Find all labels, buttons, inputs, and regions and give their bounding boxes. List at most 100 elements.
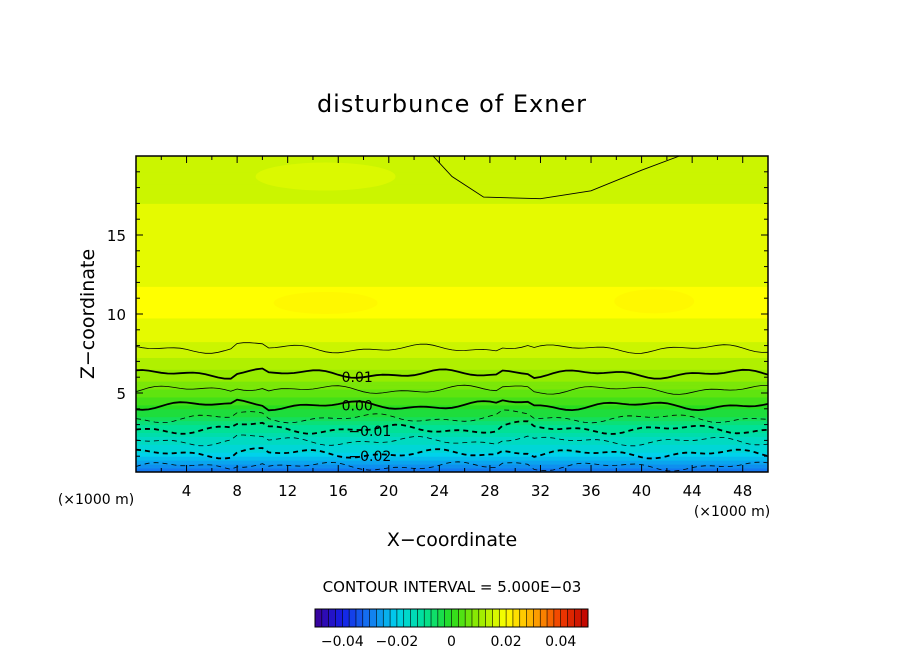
field-maximum: [273, 291, 378, 314]
field-band: [136, 404, 768, 410]
colorbar-frame: [314, 608, 589, 628]
colorbar-cell: [349, 609, 357, 627]
field-band: [136, 400, 768, 406]
colorbar-cell: [574, 609, 582, 627]
x-tick-label: 20: [379, 482, 398, 500]
colorbar-cell: [328, 609, 336, 627]
field-band: [136, 435, 768, 441]
colorbar-cell: [451, 609, 459, 627]
contour-line: [136, 384, 768, 395]
field-band: [136, 368, 768, 374]
field-band: [136, 163, 768, 169]
field-band: [136, 432, 768, 437]
contour-line: [432, 156, 680, 200]
contour-interval-text: CONTOUR INTERVAL = 5.000E−03: [323, 578, 582, 596]
field-band: [136, 412, 768, 418]
field-band: [136, 262, 768, 268]
field-band: [136, 281, 768, 287]
field-band: [136, 372, 768, 378]
contour-label: −0.02: [348, 449, 391, 465]
field-band: [136, 210, 768, 216]
field-band: [136, 416, 768, 422]
contour-line: [136, 342, 768, 354]
field-band: [136, 214, 768, 220]
contour-lines: [136, 156, 768, 472]
field-band: [136, 167, 768, 173]
colorbar-cell: [519, 609, 527, 627]
field-band: [136, 222, 768, 228]
field-band: [136, 254, 768, 260]
colorbar-cell: [403, 609, 411, 627]
field-band: [136, 463, 768, 469]
colorbar-cell: [492, 609, 500, 627]
field-band: [136, 195, 768, 200]
field-band: [136, 420, 768, 426]
colorbar-cell: [458, 609, 466, 627]
colorbar-cell: [499, 609, 507, 627]
colorbar-cell: [512, 609, 521, 627]
field-band: [136, 198, 768, 204]
colorbar-cell: [437, 609, 445, 627]
field-band: [136, 424, 768, 430]
contour-line: [136, 367, 768, 380]
x-tick-label: 28: [480, 482, 499, 500]
x-tick-label: 24: [430, 482, 449, 500]
contour-label: 0.01: [342, 370, 373, 386]
colorbar: [314, 609, 589, 627]
colorbar-cell: [553, 609, 561, 627]
field-band: [136, 380, 768, 386]
contour-label: 0.00: [342, 399, 373, 415]
field-band: [136, 218, 768, 224]
field-band: [136, 459, 768, 465]
field-maximum: [614, 289, 695, 314]
field-band: [136, 242, 768, 248]
field-band: [136, 447, 768, 453]
contour-line: [136, 434, 768, 447]
x-tick-label: 12: [278, 482, 297, 500]
field-band: [136, 321, 768, 327]
y-tick-label: 5: [116, 385, 126, 403]
field-band: [136, 408, 768, 414]
colorbar-cell: [376, 609, 384, 627]
field-band: [136, 230, 768, 236]
field-band: [136, 329, 768, 335]
field-band: [136, 364, 768, 370]
field-band: [136, 341, 768, 347]
colorbar-cell: [533, 609, 541, 627]
colorbar-tick-label: 0: [447, 634, 456, 650]
field-band: [136, 451, 768, 457]
field-band: [136, 467, 768, 472]
field-band: [136, 156, 768, 161]
field-band: [136, 270, 768, 275]
field-band: [136, 191, 768, 196]
contour-line: [136, 447, 768, 460]
field-band: [136, 376, 768, 382]
field-band: [136, 297, 768, 303]
colorbar-cell: [315, 609, 323, 627]
field-band: [136, 396, 768, 402]
field-band: [136, 325, 768, 331]
y-tick-label: 10: [107, 306, 126, 324]
colorbar-cell: [417, 609, 425, 627]
colorbar-cell: [390, 609, 398, 627]
field-band: [136, 277, 768, 283]
y-axis-label: Z−coordinate: [77, 249, 99, 379]
field-band: [136, 183, 768, 189]
colorbar-cell: [478, 609, 486, 627]
x-tick-label: 44: [683, 482, 702, 500]
contour-labels: 0.01 0.00 −0.01 −0.02: [342, 370, 392, 465]
x-tick-label: 16: [329, 482, 348, 500]
field-band: [136, 345, 768, 351]
colorbar-cell: [506, 609, 514, 627]
x-axis-label: X−coordinate: [387, 529, 517, 551]
contour-line: [136, 409, 768, 424]
field-band: [136, 349, 768, 354]
field-band: [136, 234, 768, 240]
field-band: [136, 360, 768, 366]
field-band: [136, 388, 768, 394]
field-band: [136, 301, 768, 307]
field-band: [136, 171, 768, 177]
field-band: [136, 337, 768, 343]
field-band: [136, 250, 768, 256]
